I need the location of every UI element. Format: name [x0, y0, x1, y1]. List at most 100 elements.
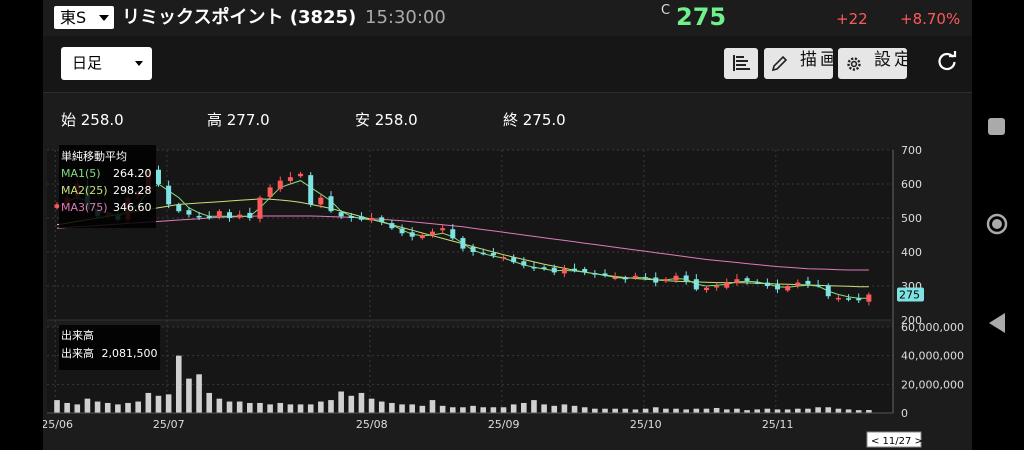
volume-bar: [460, 407, 466, 413]
volume-bar: [358, 392, 365, 413]
candle-body: [450, 229, 456, 239]
volume-bar: [703, 408, 710, 413]
candle-body: [277, 180, 283, 190]
candle-body: [318, 197, 324, 205]
date-tick-label: 25/06: [43, 418, 73, 431]
volume-bar: [267, 404, 273, 413]
candle-body: [419, 235, 425, 239]
volume-bar: [632, 409, 639, 413]
candle-body: [795, 282, 801, 286]
header-bar: 東S リミックスポイント (3825) 15:30:00 C 275 +22 +…: [43, 0, 972, 36]
volume-bar: [510, 404, 517, 413]
date-tick-label: 25/11: [762, 418, 794, 431]
chevron-down-icon: [99, 15, 109, 21]
volume-tick-label: 0: [901, 407, 908, 420]
ma3-name: MA3(75): [61, 201, 108, 214]
volume-bar: [307, 404, 314, 413]
candle-body: [825, 285, 831, 297]
ma2-value: 298.28: [113, 184, 152, 197]
candle-body: [389, 223, 395, 229]
volume-value: 2,081,500: [101, 347, 158, 360]
candle-body: [693, 279, 699, 290]
volume-bar: [612, 408, 618, 413]
stock-chart[interactable]: 70060050040030020060,000,00040,000,00020…: [43, 0, 972, 450]
candle-body: [612, 277, 618, 279]
back-button[interactable]: [989, 313, 1005, 333]
ohlc-bar: 始 258.0 高 277.0 安 258.0 終 275.0: [43, 93, 972, 143]
candle-body: [754, 282, 760, 284]
volume-bar: [175, 355, 182, 413]
volume-bar: [734, 408, 740, 413]
period-label: 日足: [72, 54, 103, 72]
candle-body: [643, 277, 649, 279]
volume-tick-label: 60,000,000: [901, 321, 964, 334]
market-select[interactable]: 東S: [54, 6, 114, 29]
recent-apps-button[interactable]: [988, 118, 1005, 135]
candle-body: [440, 228, 446, 231]
volume-bar: [602, 408, 608, 413]
volume-legend: 出来高 出来高 2,081,500: [59, 325, 160, 370]
price-type-label: C: [661, 3, 671, 18]
candle-body: [298, 173, 304, 177]
volume-bar: [368, 398, 375, 413]
volume-legend-title: 出来高: [61, 329, 94, 342]
ma-legend: 単純移動平均 MA1(5) 264.20 MA2(25) 298.28 MA3(…: [59, 145, 156, 228]
candle-body: [460, 238, 466, 249]
candle-body: [866, 294, 872, 302]
refresh-icon[interactable]: [936, 50, 958, 72]
candle-body: [247, 212, 253, 218]
draw-button[interactable]: 描画: [764, 48, 833, 79]
volume-bar: [561, 404, 568, 413]
volume-bar: [490, 407, 497, 413]
cursor-date-label: < 11/27 >: [871, 436, 923, 447]
low-value: 安 258.0: [355, 111, 418, 129]
indicator-list-button[interactable]: [724, 48, 758, 79]
candle-body: [369, 218, 375, 221]
candle-body: [54, 204, 60, 208]
volume-bar: [277, 402, 284, 413]
volume-bar: [571, 405, 578, 413]
candle-body: [582, 269, 588, 273]
settings-label: 設定: [874, 50, 907, 70]
home-button[interactable]: [986, 213, 1008, 235]
gear-icon: [847, 57, 861, 71]
settings-button[interactable]: 設定: [838, 48, 907, 79]
volume-bar: [287, 404, 294, 413]
chart-toolbar: 日足 描画 設定: [43, 36, 972, 93]
volume-bar: [835, 408, 842, 413]
volume-bar: [165, 394, 172, 413]
ma2-name: MA2(25): [61, 184, 108, 197]
candle-body: [663, 279, 669, 282]
candle-body: [531, 266, 537, 269]
candle-body: [287, 177, 293, 181]
volume-bar: [318, 401, 324, 413]
volume-bar: [348, 395, 355, 413]
update-time: 15:30:00: [365, 7, 446, 28]
volume-bar: [581, 407, 588, 413]
candle-body: [237, 214, 243, 218]
candle-body: [176, 204, 182, 212]
ma2-row: MA2(25) 298.28: [61, 182, 156, 199]
candle-body: [155, 169, 161, 184]
volume-bar: [378, 401, 385, 413]
volume-tick-label: 20,000,000: [901, 378, 964, 391]
volume-bar: [521, 402, 527, 413]
volume-bar: [622, 408, 629, 413]
volume-bar: [257, 402, 263, 413]
volume-legend-row: 出来高 2,081,500: [61, 345, 160, 363]
price-tick-label: 700: [901, 144, 922, 157]
price-change-percent: +8.70%: [900, 10, 961, 28]
candle-body: [216, 211, 222, 217]
period-select[interactable]: 日足: [61, 47, 152, 80]
volume-bar: [480, 407, 487, 413]
volume-bar: [64, 402, 70, 413]
volume-bar: [845, 409, 852, 413]
candle-body: [572, 268, 578, 271]
volume-bar: [663, 408, 669, 413]
volume-bar: [338, 391, 344, 413]
candle-body: [257, 197, 263, 219]
candle-body: [328, 196, 334, 212]
volume-bar: [74, 404, 81, 413]
price-pane: [47, 150, 893, 320]
cursor-date-box: [866, 431, 922, 448]
